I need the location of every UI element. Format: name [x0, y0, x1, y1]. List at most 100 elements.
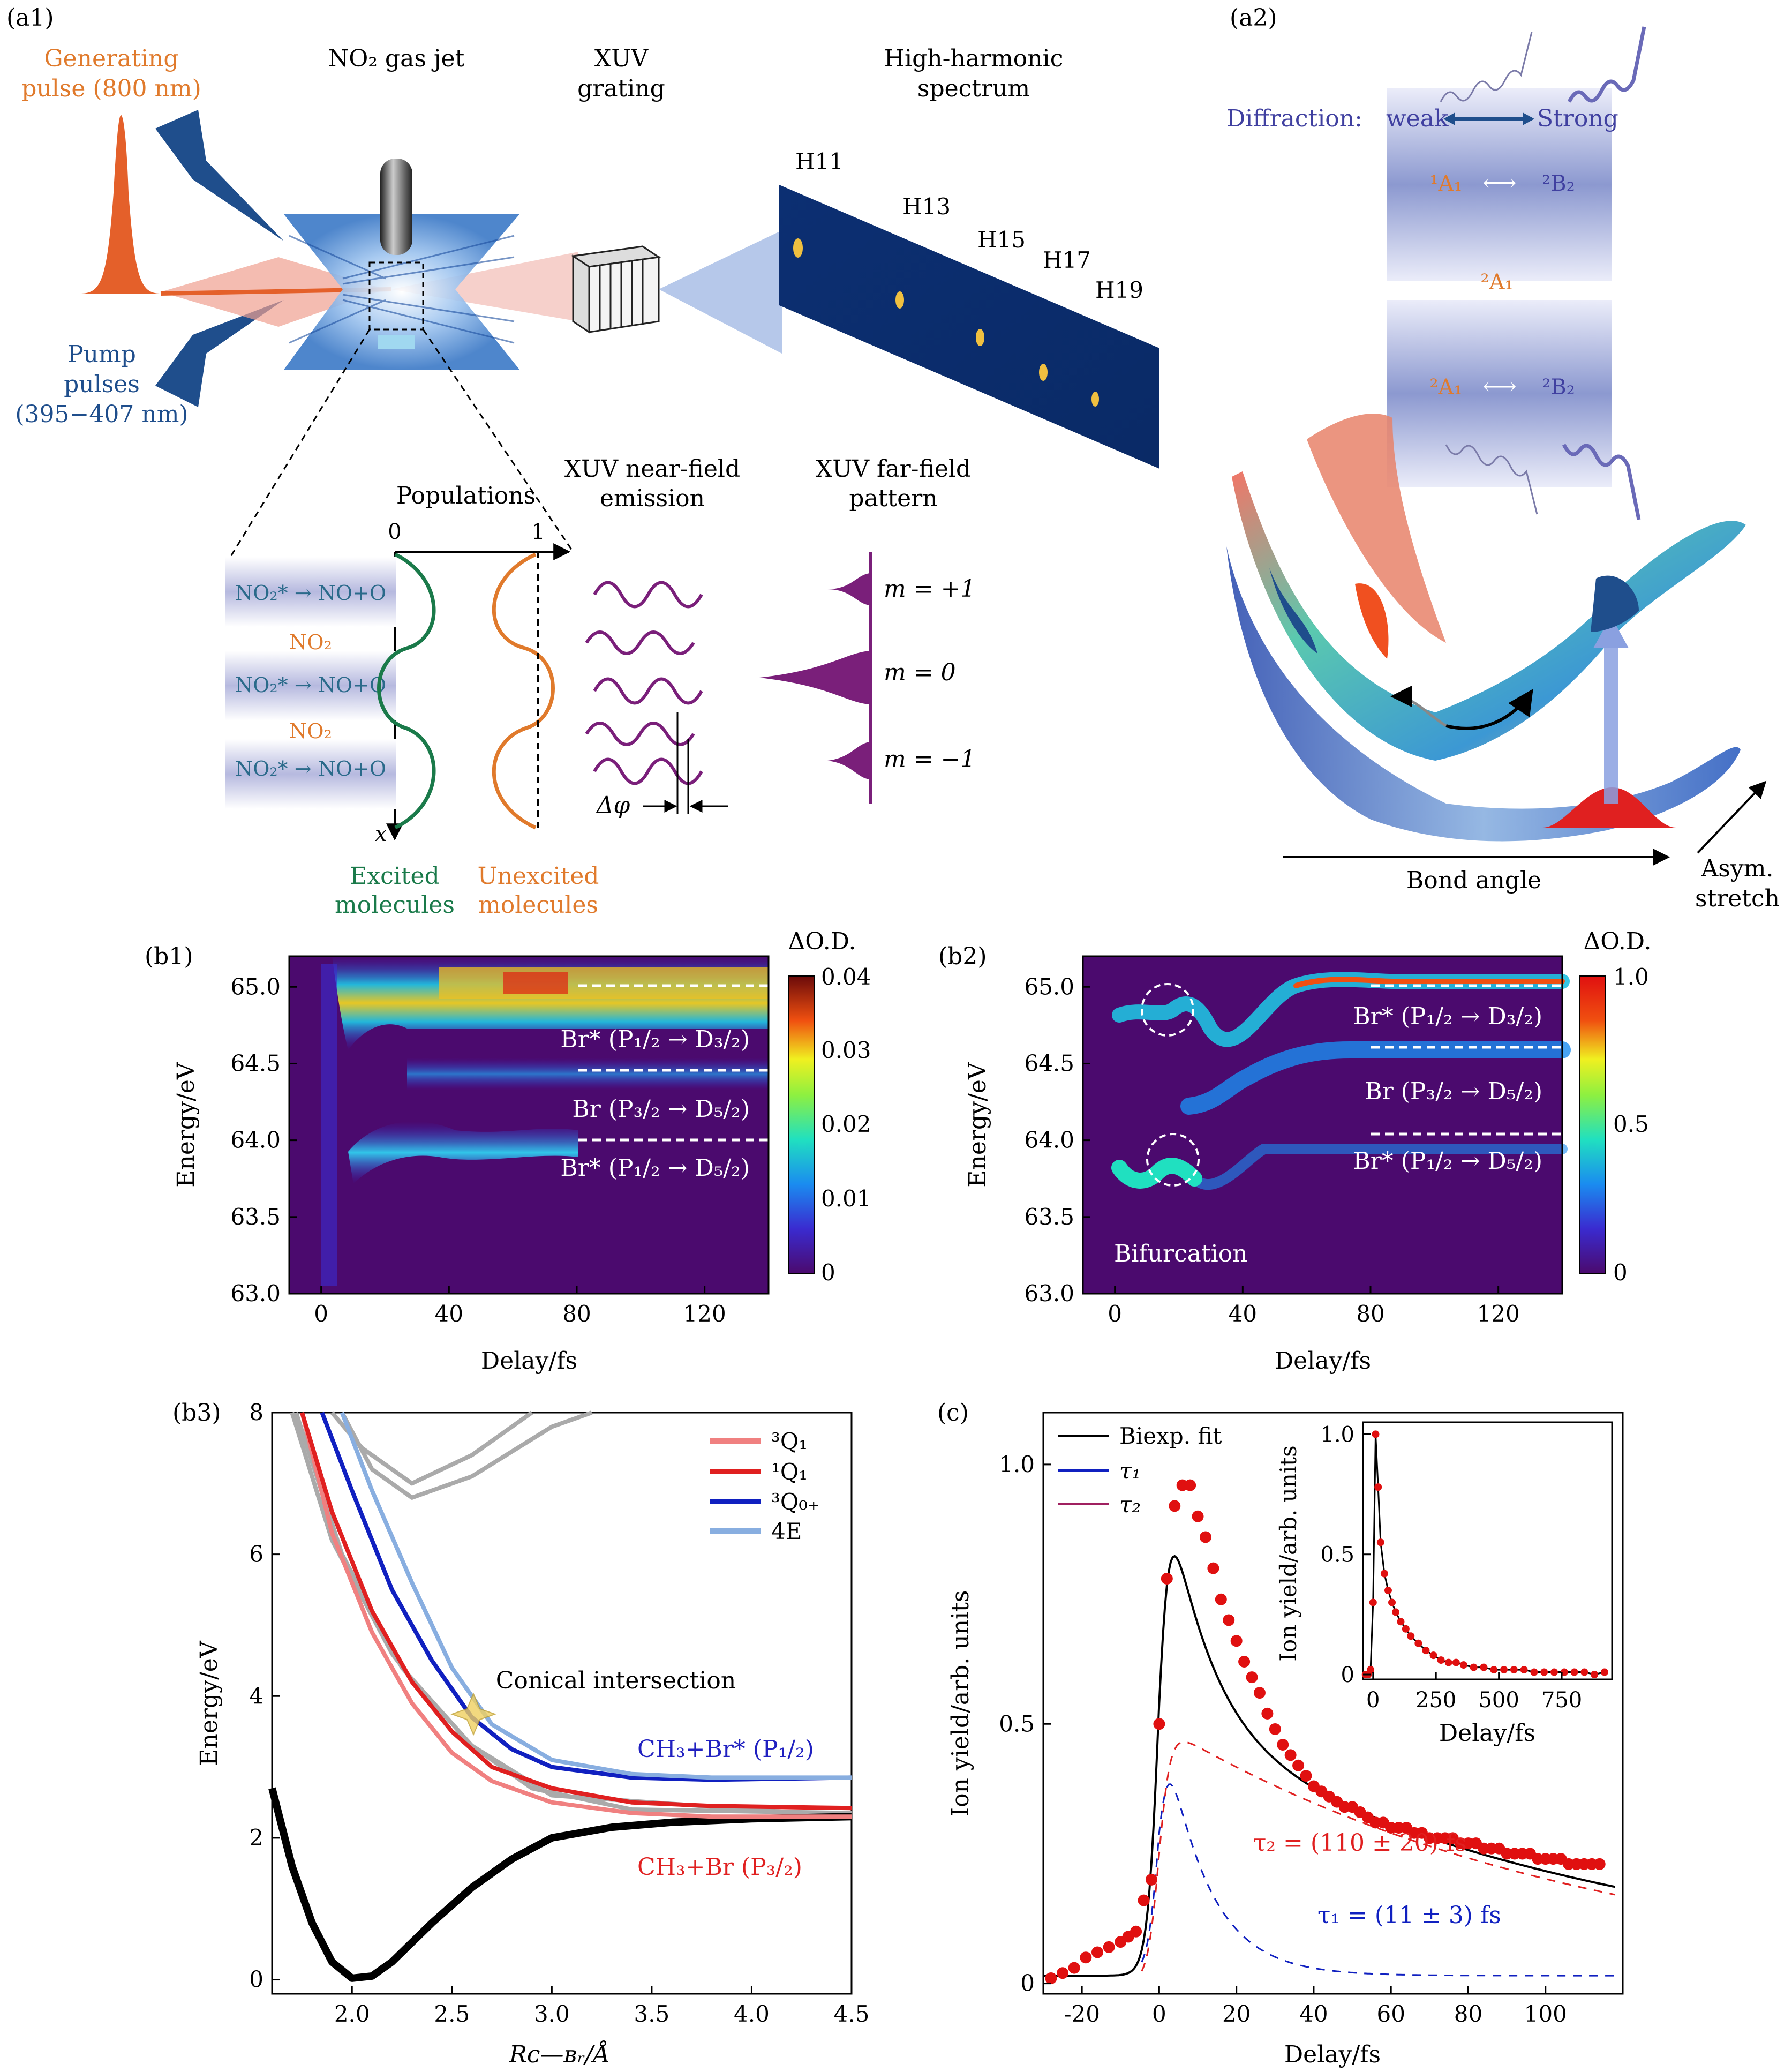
c-data-point-18	[1207, 1562, 1219, 1574]
c-data-point-23	[1246, 1671, 1258, 1684]
b2-bifurcation-label: Bifurcation	[1114, 1240, 1248, 1267]
xuv-grating-label-2: grating	[577, 75, 665, 102]
asym-label-2: stretch	[1695, 885, 1780, 912]
c-tau2-curve	[1141, 1741, 1615, 1972]
gas-reservoir	[378, 335, 415, 349]
c-data-point-24	[1253, 1687, 1266, 1699]
pump-label-1: Pump	[67, 341, 136, 368]
b2-heatmap	[1111, 972, 1571, 1190]
b1-band-high-hot	[503, 972, 568, 994]
b3-xtick-label-3: 3.5	[634, 2001, 669, 2027]
b2-trace-mid	[1180, 1041, 1571, 1115]
b2-cbar-tick-1: 0.5	[1613, 1111, 1649, 1137]
panel-b3: (b3) 2.0 2.5 3.0 3.5 4.0 4.5 0 2 4 6 8 Conical int…	[172, 1399, 869, 2068]
b1-xtick-label-1: 40	[435, 1301, 463, 1327]
hh-spectrum-label-2: spectrum	[917, 75, 1030, 102]
b2-ytick-label-3: 64.5	[1024, 1050, 1074, 1076]
far-field-label-2: pattern	[849, 485, 937, 512]
b2-xtick-label-1: 40	[1229, 1301, 1257, 1327]
b1-xtick-label-0: 0	[314, 1301, 328, 1327]
xuv-beam	[391, 252, 578, 321]
far-field-peak-plus	[827, 573, 870, 605]
panel-a2: (a2) Diffraction: weak Strong ¹A₁ ⟷ ²B₂ …	[1226, 4, 1780, 912]
c-data-point-12	[1161, 1573, 1173, 1585]
xuv-grating-label-1: XUV	[594, 45, 649, 72]
gasjet-label: NO₂ gas jet	[328, 45, 465, 72]
gas-interaction-box	[368, 261, 424, 331]
b1-cbar-tick-4: 0	[821, 1259, 835, 1286]
asym-axis	[1697, 780, 1767, 854]
b3-grey-curve-0	[340, 1410, 593, 1500]
c-inset-point-3	[1369, 1598, 1377, 1606]
b1-cbar-tick-2: 0.02	[821, 1111, 871, 1137]
b3-series-1	[300, 1412, 852, 1819]
no2-row-3: NO₂* → NO+O	[235, 673, 386, 697]
c-data-point-20	[1223, 1614, 1235, 1626]
near-field-label-1: XUV near-field	[564, 455, 740, 483]
b2-frame	[1082, 955, 1563, 1295]
b2-label-high: Br* (P₁/₂ → D₃/₂)	[1353, 1003, 1542, 1030]
a2-incoming-photon-weak	[1440, 32, 1533, 102]
state-top-a1: ¹A₁	[1430, 171, 1463, 196]
harmonic-h15: H15	[977, 227, 1026, 253]
trajectory-arrow-grey	[1390, 686, 1447, 727]
c-inset-point-15	[1422, 1647, 1430, 1655]
c-legend	[1058, 1435, 1109, 1505]
c-data-point-9	[1138, 1894, 1150, 1906]
no2-row-2: NO₂	[289, 630, 332, 654]
m-zero-label: m = 0	[884, 659, 956, 686]
a2-incoming-photon-strong	[1567, 26, 1646, 103]
b1-label-low: Br* (P₁/₂ → D₅/₂)	[560, 1154, 750, 1182]
c-inset-point-9	[1388, 1598, 1396, 1606]
wavepacket-crossing-left	[1269, 568, 1317, 654]
unexcited-population-curve	[492, 552, 555, 830]
c-inset-point-24	[1500, 1666, 1508, 1674]
a2-outgoing-photon-strong	[1562, 444, 1641, 520]
b3-ylabel: Energy/eV	[195, 1640, 223, 1766]
c-inset-point-26	[1520, 1666, 1528, 1674]
c-inset-area	[1362, 1421, 1613, 1680]
b2-cbar-tick-2: 0	[1613, 1259, 1628, 1286]
upper-surface	[1232, 471, 1746, 761]
panel-label-b1: (b1)	[145, 943, 193, 970]
b1-band-mid	[407, 1058, 769, 1090]
excited-population-curve	[377, 552, 436, 830]
b2-ytick-label-0: 63.0	[1024, 1280, 1074, 1307]
state-bottom-arrow: ⟷	[1482, 373, 1516, 400]
a2-outgoing-photon-weak	[1445, 444, 1538, 515]
b3-ytick-label-3: 6	[249, 1541, 263, 1567]
state-mid-a1: ²A₁	[1481, 270, 1514, 295]
b1-cbar-tick-0: 0.04	[821, 964, 871, 990]
pump-label-3: (395−407 nm)	[15, 401, 188, 428]
c-data-point-15	[1184, 1479, 1196, 1491]
c-legend-tau1: τ₁	[1119, 1458, 1141, 1484]
b1-band-low	[348, 1121, 578, 1184]
b1-band-high-core	[439, 967, 769, 999]
c-data-point-19	[1215, 1593, 1227, 1605]
c-inset-point-19	[1452, 1658, 1460, 1666]
b1-ytick-label-4: 65.0	[230, 973, 281, 1000]
b3-legend-1q1: ¹Q₁	[771, 1459, 808, 1485]
c-legend-tau2: τ₂	[1119, 1491, 1141, 1518]
c-inset-point-22	[1480, 1663, 1488, 1671]
harmonic-h19: H19	[1095, 277, 1143, 303]
diffraction-label: Diffraction:	[1226, 105, 1362, 132]
c-xtick-label-3: 40	[1299, 2001, 1328, 2027]
b2-label-mid: Br (P₃/₂ → D₅/₂)	[1365, 1078, 1542, 1105]
diffracted-beam	[659, 230, 782, 354]
c-data-point-2	[1068, 1962, 1080, 1974]
near-field-label-2: emission	[600, 485, 705, 512]
b3-ytick-label-4: 8	[249, 1399, 263, 1425]
excitation-arrow	[1604, 643, 1618, 804]
c-inset-point-7	[1380, 1570, 1388, 1578]
xuv-grating	[570, 245, 661, 334]
panel-label-b3: (b3)	[172, 1399, 221, 1427]
c-inset-point-6	[1376, 1538, 1384, 1547]
gas-jet-cloud	[284, 214, 519, 370]
b2-ytick-label-4: 65.0	[1024, 973, 1074, 1000]
unexcited-label-2: molecules	[478, 891, 598, 919]
panel-a1: (a1) Generating pulse (800 nm) NO₂ gas j…	[6, 4, 1159, 919]
upper-surface-back	[1307, 414, 1446, 643]
panel-label-a1: (a1)	[6, 4, 54, 32]
